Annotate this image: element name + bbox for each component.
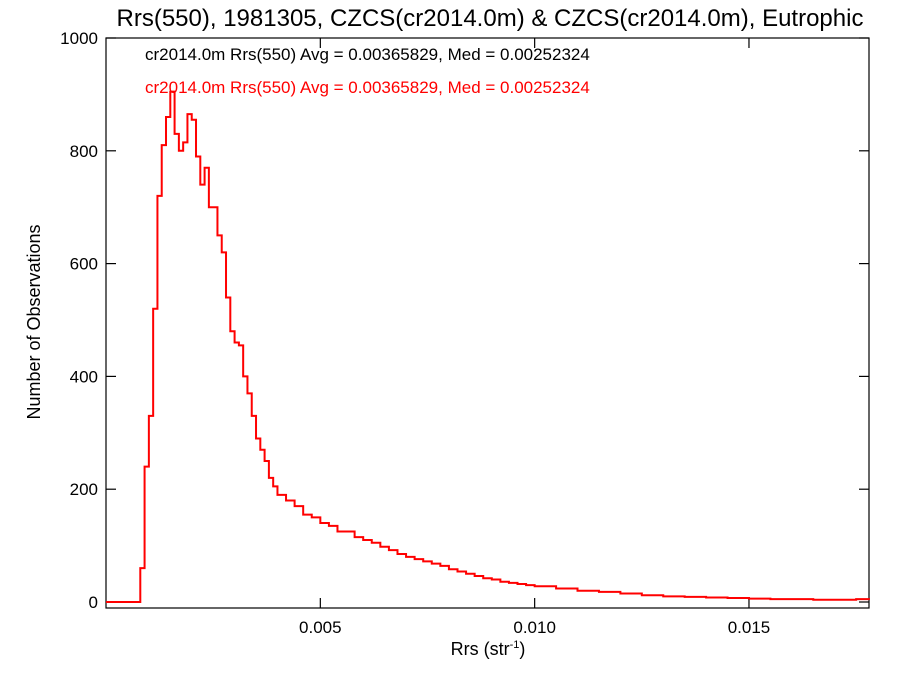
y-tick-label: 0	[89, 593, 98, 612]
x-tick-label: 0.010	[513, 618, 556, 637]
x-tick-label: 0.005	[299, 618, 342, 637]
y-tick-label: 600	[70, 255, 98, 274]
y-tick-label: 400	[70, 367, 98, 386]
y-tick-label: 200	[70, 480, 98, 499]
histogram-series-line	[106, 90, 870, 603]
x-axis-label-sup: -1	[510, 639, 520, 651]
y-axis-label: Number of Observations	[24, 224, 44, 419]
x-tick-label: 0.015	[728, 618, 771, 637]
y-axis-ticks: 0 200 400 600 800 1000	[60, 29, 869, 612]
series-layer	[106, 90, 870, 603]
x-axis-label: Rrs (str-1)	[451, 639, 526, 659]
plot-frame	[105, 37, 870, 609]
x-axis-label-end: )	[519, 639, 525, 659]
x-axis-label-main: Rrs (str	[451, 639, 510, 659]
legend-entry-black: cr2014.0m Rrs(550) Avg = 0.00365829, Med…	[145, 45, 590, 64]
x-axis-ticks: 0.005 0.010 0.015	[299, 38, 770, 637]
legend-entry-red: cr2014.0m Rrs(550) Avg = 0.00365829, Med…	[145, 78, 590, 97]
y-tick-label: 800	[70, 142, 98, 161]
chart-title: Rrs(550), 1981305, CZCS(cr2014.0m) & CZC…	[117, 5, 864, 32]
y-tick-label: 1000	[60, 29, 98, 48]
